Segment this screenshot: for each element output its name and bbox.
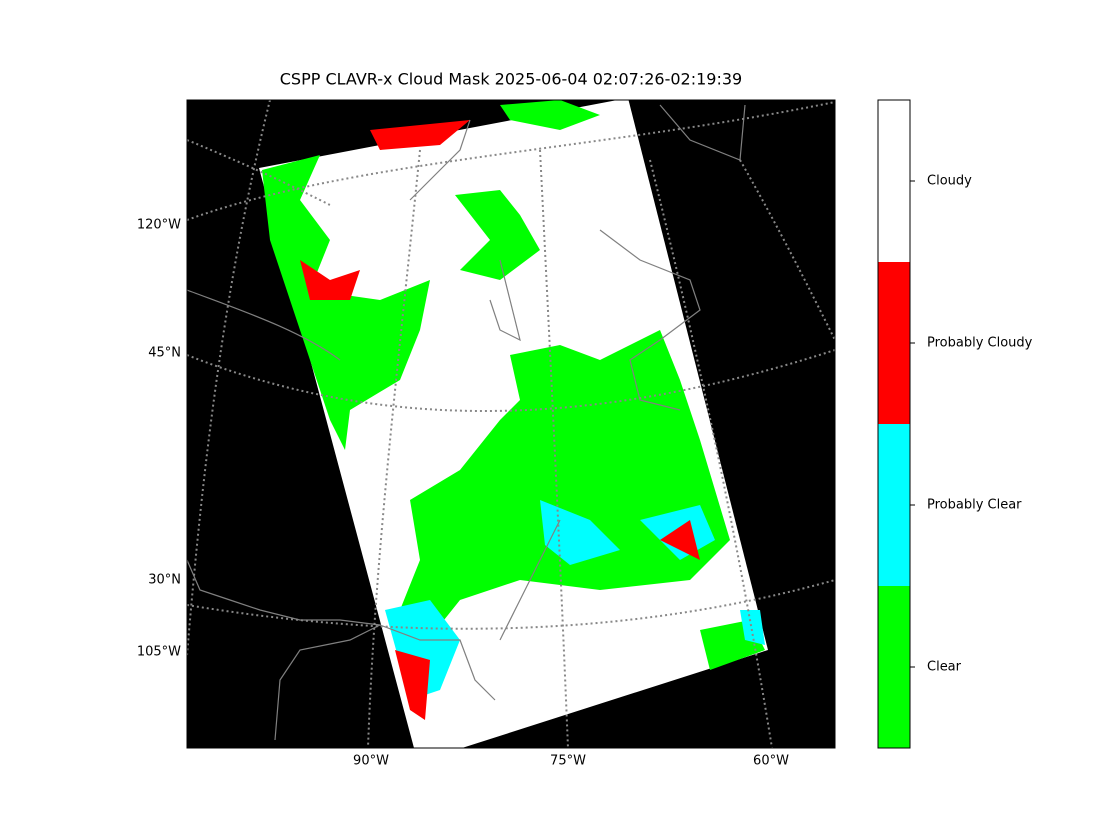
map-label: 30°N: [148, 573, 181, 588]
colorbar-label: Probably Clear: [927, 498, 1022, 513]
map: [187, 100, 835, 748]
map-label: 75°W: [550, 754, 586, 769]
map-frame: [186, 99, 836, 749]
colorbar-segment: [878, 586, 910, 748]
colorbar-segment: [878, 262, 910, 424]
map-label: 60°W: [753, 754, 789, 769]
map-label: 105°W: [137, 645, 181, 660]
title: CSPP CLAVR-x Cloud Mask 2025-06-04 02:07…: [280, 70, 742, 89]
map-label: 90°W: [353, 754, 389, 769]
map-label: 45°N: [148, 346, 181, 361]
colorbar: Clear Probably Clear Probably Cloudy Cloudy: [877, 99, 1033, 749]
colorbar-segment: [878, 100, 910, 262]
colorbar-segment: [878, 424, 910, 586]
graticule: [187, 100, 835, 748]
colorbar-label: Clear: [927, 660, 962, 675]
colorbar-label: Cloudy: [927, 174, 972, 189]
cloud-classes: [262, 100, 765, 720]
map-label: 120°W: [137, 218, 181, 233]
coastlines: [187, 104, 746, 741]
colorbar-label: Probably Cloudy: [927, 336, 1033, 351]
colorbar-frame: [877, 99, 911, 749]
